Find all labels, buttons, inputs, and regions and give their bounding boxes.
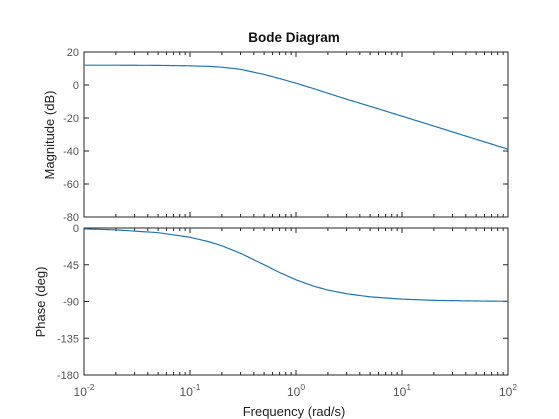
magnitude-plot-area — [83, 51, 509, 218]
magnitude-ytick-label: -20 — [63, 113, 79, 125]
magnitude-minor-ticks — [83, 52, 504, 217]
magnitude-ytick-label: -80 — [63, 212, 79, 224]
phase-ytick-label: -45 — [63, 260, 79, 272]
x-tick-label: 102 — [499, 382, 517, 399]
phase-ytick-label: -90 — [63, 297, 79, 309]
phase-ytick-label: 0 — [73, 223, 79, 235]
magnitude-ylabel: Magnitude (dB) — [42, 91, 57, 180]
x-tick-labels: 10-2 10-1 100 101 102 — [74, 382, 518, 399]
magnitude-y-ticks: 20 0 -20 -40 -60 -80 — [63, 47, 508, 224]
magnitude-axes: 20 0 -20 -40 -60 -80 — [63, 47, 509, 224]
magnitude-ytick-label: -40 — [63, 146, 79, 158]
phase-minor-ticks — [83, 228, 504, 375]
phase-ytick-label: -180 — [57, 370, 79, 382]
phase-ytick-label: -135 — [57, 333, 79, 345]
magnitude-ytick-label: -60 — [63, 179, 79, 191]
x-axis-label: Frequency (rad/s) — [243, 404, 346, 419]
x-tick-label: 101 — [393, 382, 411, 399]
chart-title: Bode Diagram — [248, 30, 340, 45]
magnitude-series-line — [84, 64, 509, 150]
phase-axes: 0 -45 -90 -135 -180 — [57, 223, 509, 382]
phase-plot-area — [83, 227, 509, 376]
x-tick-label: 100 — [287, 382, 305, 399]
phase-y-ticks: 0 -45 -90 -135 -180 — [57, 223, 508, 382]
magnitude-ytick-label: 0 — [73, 80, 79, 92]
phase-ylabel: Phase (deg) — [33, 267, 48, 338]
x-tick-label: 10-2 — [74, 382, 95, 399]
magnitude-ytick-label: 20 — [67, 47, 79, 59]
phase-series-line — [83, 228, 509, 302]
x-tick-label: 10-1 — [180, 382, 201, 399]
